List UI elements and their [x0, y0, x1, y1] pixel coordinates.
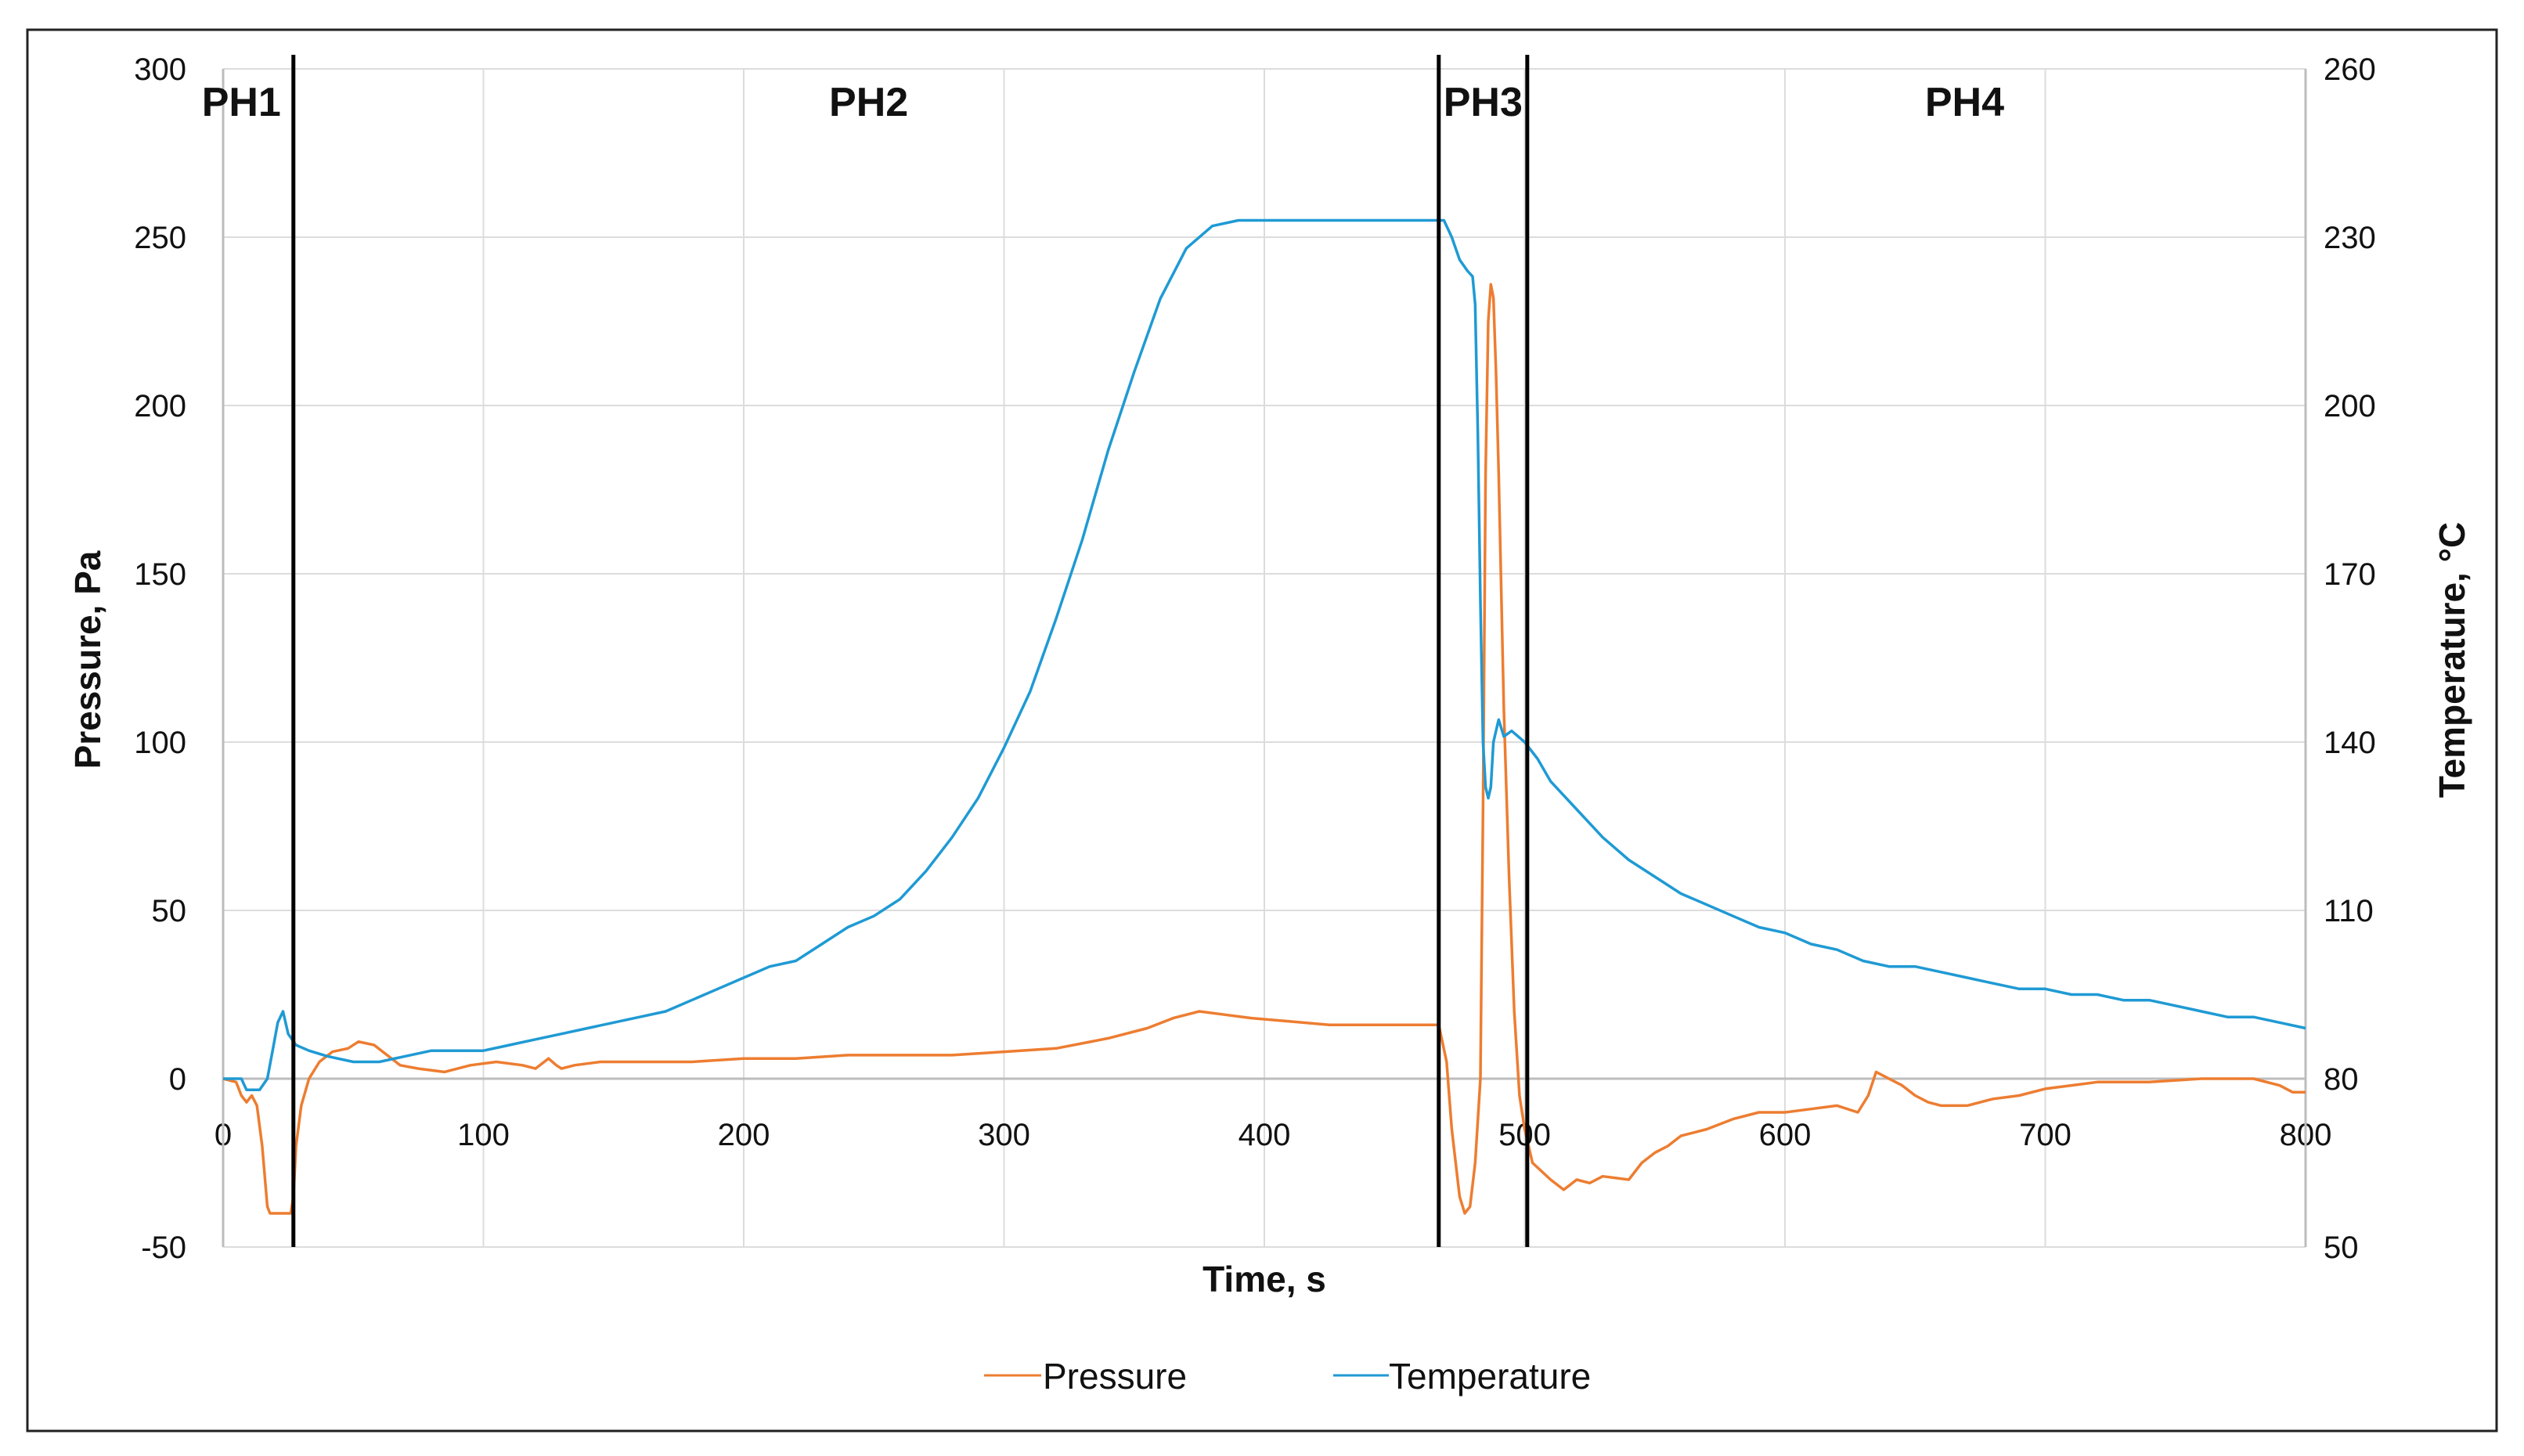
y2-tick-label: 50	[2324, 1231, 2359, 1265]
labels: Time, s Pressure, Pa Temperature, °C PH1…	[67, 80, 2472, 1299]
phase-label-ph4: PH4	[1925, 80, 2004, 125]
phase-dividers	[291, 55, 1530, 1247]
y2-axis-title: Temperature, °C	[2432, 522, 2472, 798]
y2-tick-label: 170	[2324, 557, 2376, 592]
x-tick-label: 100	[457, 1118, 510, 1152]
series-line-pressure	[222, 283, 2306, 1215]
legend-label-pressure: Pressure	[1043, 1356, 1187, 1397]
y-tick-label: 200	[134, 389, 186, 423]
y-tick-label: 100	[134, 726, 186, 760]
series-line-temperature	[223, 218, 2306, 1092]
chart-frame	[26, 28, 2498, 1433]
legend-label-temperature: Temperature	[1389, 1356, 1591, 1397]
y-tick-label: 250	[134, 221, 186, 255]
y-axis-title: Pressure, Pa	[67, 550, 108, 769]
phase-label-ph2: PH2	[829, 80, 908, 125]
y-tick-label: 300	[134, 52, 186, 87]
y2-tick-label: 260	[2324, 52, 2376, 87]
series	[222, 218, 2306, 1215]
y2-tick-label: 230	[2324, 221, 2376, 255]
y-tick-label: 50	[152, 894, 187, 928]
y-tick-label: -50	[141, 1231, 186, 1265]
x-tick-label: 700	[2019, 1118, 2071, 1152]
legend: Pressure Temperature	[984, 1356, 1591, 1397]
y2-tick-label: 140	[2324, 726, 2376, 760]
phase-label-ph1: PH1	[202, 80, 281, 125]
x-tick-label: 300	[978, 1118, 1030, 1152]
y2-tick-label: 200	[2324, 389, 2376, 423]
x-tick-label: 200	[718, 1118, 770, 1152]
y2-tick-label: 110	[2324, 894, 2374, 928]
gridlines	[223, 68, 2306, 1248]
x-axis-title: Time, s	[1203, 1259, 1326, 1299]
y2-tick-label: 80	[2324, 1062, 2359, 1097]
axes: 0100200300400500600700800-50050100150200…	[134, 52, 2376, 1265]
y-tick-label: 0	[169, 1062, 186, 1097]
x-tick-label: 400	[1239, 1118, 1291, 1152]
x-tick-label: 600	[1759, 1118, 1812, 1152]
y-tick-label: 150	[134, 557, 186, 592]
phase-label-ph3: PH3	[1444, 80, 1523, 125]
